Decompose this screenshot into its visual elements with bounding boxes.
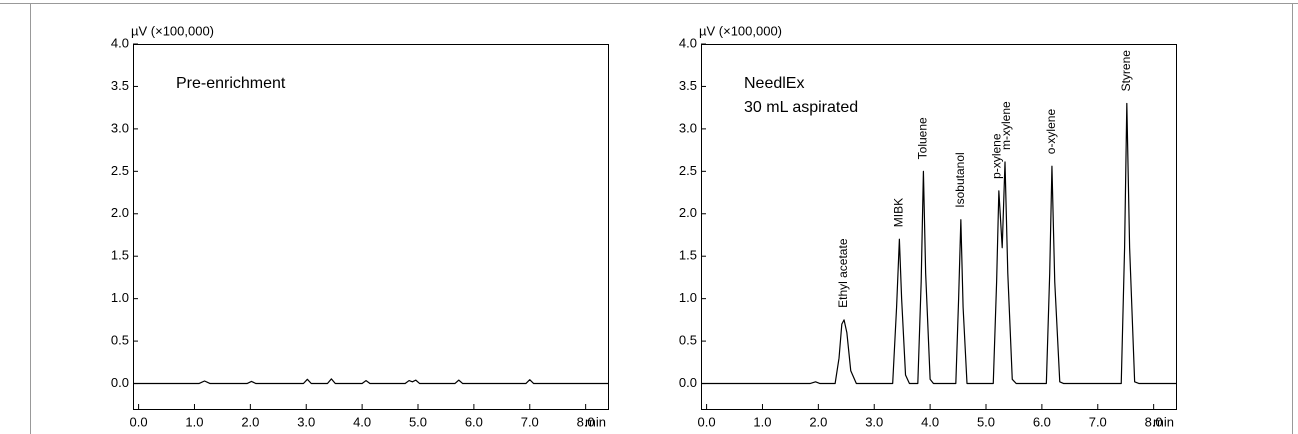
x-tick-label: 5.0: [409, 414, 427, 429]
y-tick-label: 0.5: [679, 333, 697, 348]
x-tick-label: 4.0: [921, 414, 939, 429]
x-tick-label: 3.0: [865, 414, 883, 429]
annotation: 30 mL aspirated: [744, 99, 858, 116]
x-tick-label: 2.0: [809, 414, 827, 429]
x-axis-label: min: [1153, 414, 1174, 429]
peak-label: Toluene: [916, 117, 930, 159]
x-tick-label: 7.0: [1089, 414, 1107, 429]
annotation: NeedlEx: [744, 75, 804, 92]
plot-frame: [133, 44, 609, 410]
x-tick-label: 2.0: [241, 414, 259, 429]
peak-label: m-xylene: [999, 101, 1013, 150]
peak-label: MIBK: [892, 198, 906, 227]
x-tick-label: 0.0: [130, 414, 148, 429]
trace: [133, 378, 608, 385]
x-tick-label: 6.0: [1033, 414, 1051, 429]
y-tick-label: 3.0: [679, 120, 697, 135]
y-tick-label: 0.0: [679, 375, 697, 390]
plot-frame: [701, 44, 1177, 410]
y-tick-label: 1.5: [679, 248, 697, 263]
x-tick-label: 3.0: [297, 414, 315, 429]
y-axis-label: µV (×100,000): [699, 23, 782, 38]
x-tick-label: 8.0: [577, 414, 595, 429]
y-tick-label: 0.5: [111, 333, 129, 348]
y-tick-label: 3.0: [111, 120, 129, 135]
x-tick-label: 6.0: [465, 414, 483, 429]
x-tick-label: 7.0: [521, 414, 539, 429]
y-tick-label: 1.5: [111, 248, 129, 263]
x-tick-label: 4.0: [353, 414, 371, 429]
y-tick-label: 2.0: [679, 205, 697, 220]
peak-label: o-xylene: [1044, 109, 1058, 155]
y-tick-label: 1.0: [111, 290, 129, 305]
y-axis-label: µV (×100,000): [131, 23, 214, 38]
y-tick-label: 3.5: [679, 78, 697, 93]
x-tick-label: 8.0: [1145, 414, 1163, 429]
x-axis-label: min: [585, 414, 606, 429]
y-tick-label: 2.5: [111, 163, 129, 178]
x-tick-label: 1.0: [185, 414, 203, 429]
y-tick-label: 2.0: [111, 205, 129, 220]
x-tick-label: 0.0: [698, 414, 716, 429]
y-tick-label: 0.0: [111, 375, 129, 390]
x-tick-label: 1.0: [753, 414, 771, 429]
peak-label: Ethyl acetate: [836, 238, 850, 308]
y-tick-label: 4.0: [111, 35, 129, 50]
peak-label: Isobutanol: [953, 152, 967, 207]
y-tick-label: 3.5: [111, 78, 129, 93]
x-tick-label: 5.0: [977, 414, 995, 429]
y-tick-label: 2.5: [679, 163, 697, 178]
peak-label: Styrene: [1119, 50, 1133, 92]
peak-label: p-xylene: [989, 133, 1003, 179]
annotation: Pre-enrichment: [176, 75, 286, 92]
y-tick-label: 4.0: [679, 35, 697, 50]
y-tick-label: 1.0: [679, 290, 697, 305]
trace: [701, 102, 1176, 385]
